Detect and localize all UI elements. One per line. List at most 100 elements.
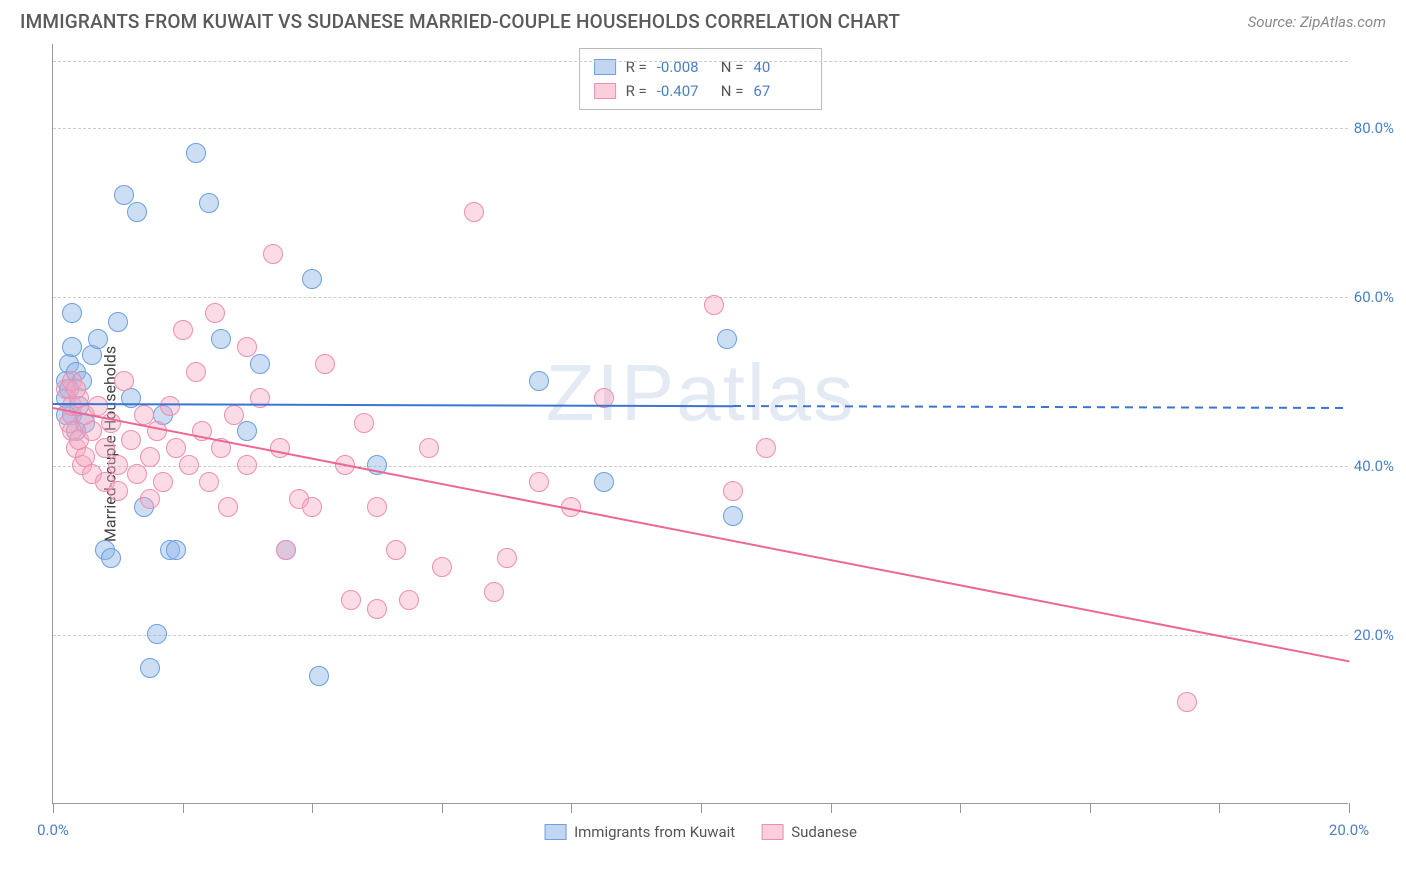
x-tick — [183, 803, 184, 813]
data-point — [101, 413, 121, 433]
data-point — [432, 557, 452, 577]
data-point — [82, 421, 102, 441]
data-point — [153, 472, 173, 492]
data-point — [315, 354, 335, 374]
data-point — [250, 354, 270, 374]
data-point — [134, 405, 154, 425]
data-point — [114, 371, 134, 391]
data-point — [62, 303, 82, 323]
series-legend: Immigrants from Kuwait Sudanese — [544, 823, 857, 841]
chart-title: IMMIGRANTS FROM KUWAIT VS SUDANESE MARRI… — [20, 10, 900, 33]
correlation-legend: R = -0.008 N = 40 R = -0.407 N = 67 — [579, 48, 823, 110]
watermark: ZIPatlas — [546, 347, 855, 439]
data-point — [341, 590, 361, 610]
data-point — [179, 455, 199, 475]
data-point — [302, 269, 322, 289]
gridline — [53, 128, 1348, 129]
data-point — [140, 658, 160, 678]
data-point — [108, 481, 128, 501]
source-label: Source: ZipAtlas.com — [1248, 13, 1386, 31]
data-point — [756, 438, 776, 458]
data-point — [419, 438, 439, 458]
data-point — [276, 540, 296, 560]
data-point — [263, 244, 283, 264]
data-point — [108, 312, 128, 332]
data-point — [237, 421, 257, 441]
data-point — [237, 455, 257, 475]
data-point — [704, 295, 724, 315]
data-point — [1177, 692, 1197, 712]
legend-row-kuwait: R = -0.008 N = 40 — [594, 55, 808, 79]
data-point — [302, 497, 322, 517]
data-point — [186, 362, 206, 382]
data-point — [127, 464, 147, 484]
data-point — [594, 472, 614, 492]
legend-item-sudanese: Sudanese — [761, 823, 857, 841]
data-point — [199, 472, 219, 492]
data-point — [399, 590, 419, 610]
x-tick — [960, 803, 961, 813]
data-point — [140, 447, 160, 467]
data-point — [101, 548, 121, 568]
x-tick — [831, 803, 832, 813]
data-point — [224, 405, 244, 425]
legend-row-sudanese: R = -0.407 N = 67 — [594, 79, 808, 103]
swatch-pink-icon — [594, 83, 616, 99]
data-point — [497, 548, 517, 568]
data-point — [309, 666, 329, 686]
trendline-kuwait — [53, 403, 733, 407]
y-tick-label: 80.0% — [1354, 119, 1394, 137]
y-tick-label: 60.0% — [1354, 288, 1394, 306]
data-point — [367, 497, 387, 517]
x-tick — [53, 803, 54, 813]
data-point — [484, 582, 504, 602]
data-point — [205, 303, 225, 323]
data-point — [717, 329, 737, 349]
n-value: 67 — [753, 82, 807, 100]
data-point — [723, 506, 743, 526]
gridline — [53, 635, 1348, 636]
data-point — [166, 540, 186, 560]
n-label: N = — [721, 82, 744, 100]
trendline-kuwait-dashed — [733, 405, 1349, 409]
legend-label: Sudanese — [791, 823, 857, 841]
data-point — [218, 497, 238, 517]
legend-label: Immigrants from Kuwait — [574, 823, 735, 841]
data-point — [160, 396, 180, 416]
x-tick-label: 20.0% — [1329, 821, 1369, 839]
data-point — [270, 438, 290, 458]
data-point — [211, 329, 231, 349]
swatch-blue-icon — [544, 824, 566, 840]
data-point — [121, 430, 141, 450]
data-point — [127, 202, 147, 222]
x-tick — [1219, 803, 1220, 813]
data-point — [199, 193, 219, 213]
data-point — [88, 396, 108, 416]
data-point — [147, 421, 167, 441]
trendline-sudanese — [53, 407, 1349, 662]
r-value: -0.407 — [657, 82, 711, 100]
data-point — [529, 472, 549, 492]
r-label: R = — [626, 82, 647, 100]
data-point — [66, 379, 86, 399]
data-point — [95, 438, 115, 458]
x-tick — [312, 803, 313, 813]
data-point — [186, 143, 206, 163]
data-point — [723, 481, 743, 501]
gridline — [53, 297, 1348, 298]
data-point — [529, 371, 549, 391]
gridline — [53, 61, 1348, 62]
x-tick-label: 0.0% — [37, 821, 69, 839]
data-point — [354, 413, 374, 433]
chart-area: Married-couple Households ZIPatlas R = -… — [52, 44, 1392, 844]
data-point — [108, 455, 128, 475]
plot-region: ZIPatlas R = -0.008 N = 40 R = -0.407 N … — [52, 44, 1348, 804]
legend-item-kuwait: Immigrants from Kuwait — [544, 823, 735, 841]
data-point — [386, 540, 406, 560]
data-point — [367, 599, 387, 619]
data-point — [62, 337, 82, 357]
swatch-pink-icon — [761, 824, 783, 840]
x-tick — [1090, 803, 1091, 813]
data-point — [237, 337, 257, 357]
data-point — [140, 489, 160, 509]
